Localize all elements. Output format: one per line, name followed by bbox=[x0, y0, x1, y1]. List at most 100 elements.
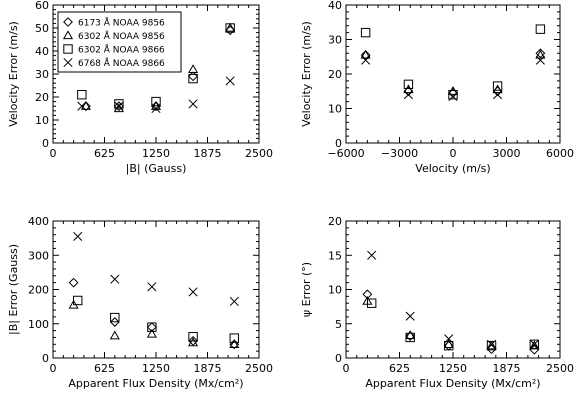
data-point-diamond bbox=[151, 101, 161, 112]
panel-velocity-error-vs-field: 0 625 1250 1875 2500 0 10 20 30 40 50 60 |B| (Gauss)… bbox=[7, 0, 273, 175]
y-tick-label: 0 bbox=[42, 352, 49, 365]
data-point-diamond bbox=[114, 101, 124, 112]
data-point-diamond bbox=[362, 289, 373, 300]
data-point-square bbox=[147, 322, 157, 332]
data-point-triangle bbox=[229, 339, 240, 348]
data-point-x bbox=[225, 76, 235, 86]
y-tick-label: 40 bbox=[328, 0, 342, 12]
y-tick-label: 15 bbox=[328, 249, 342, 262]
legend-entry: 6768 Å NOAA 9866 bbox=[78, 57, 165, 69]
legend-marker-square bbox=[63, 44, 73, 54]
y-tick-label: 0 bbox=[335, 352, 342, 365]
data-point-triangle bbox=[109, 330, 120, 340]
data-point-diamond bbox=[109, 317, 120, 327]
data-point-x bbox=[535, 55, 545, 65]
x-axis-label: Apparent Flux Density (Mx/cm²) bbox=[365, 377, 540, 390]
data-point-x bbox=[73, 231, 83, 241]
data-point-square bbox=[366, 298, 377, 308]
data-point-square bbox=[403, 79, 414, 90]
legend-marker-diamond bbox=[63, 17, 73, 27]
plot-frame bbox=[345, 4, 561, 144]
data-point-triangle bbox=[535, 49, 546, 59]
y-axis-label: Velocity Error (m/s) bbox=[7, 21, 20, 127]
data-point-triangle bbox=[225, 22, 236, 32]
y-tick-label: 30 bbox=[328, 34, 342, 47]
x-tick-label: 1875 bbox=[194, 362, 222, 375]
y-tick-label: 50 bbox=[35, 22, 49, 35]
data-point-x bbox=[110, 274, 120, 284]
data-point-diamond bbox=[225, 25, 236, 36]
data-point-square bbox=[114, 99, 124, 109]
legend-entry: 6302 Å NOAA 9866 bbox=[78, 44, 165, 56]
data-point-square bbox=[492, 81, 503, 91]
y-tick-label: 30 bbox=[35, 68, 49, 81]
data-point-square bbox=[486, 340, 497, 351]
data-point-square bbox=[529, 339, 540, 350]
x-tick-label: 2500 bbox=[245, 147, 273, 160]
x-tick-label: 1875 bbox=[493, 362, 521, 375]
y-tick-label: 20 bbox=[328, 215, 342, 228]
data-point-triangle bbox=[443, 339, 454, 348]
x-tick-label: 1875 bbox=[194, 147, 222, 160]
data-point-x bbox=[493, 90, 503, 100]
data-point-triangle bbox=[360, 49, 371, 59]
data-point-x bbox=[229, 296, 239, 307]
y-tick-label: 100 bbox=[28, 318, 49, 331]
data-point-x bbox=[188, 287, 198, 297]
y-tick-label: 10 bbox=[328, 284, 342, 297]
data-point-triangle bbox=[146, 328, 157, 338]
data-point-x bbox=[151, 103, 161, 114]
x-tick-label: 1250 bbox=[142, 147, 170, 160]
x-tick-label: −3000 bbox=[381, 147, 418, 160]
x-tick-label: 1250 bbox=[439, 362, 467, 375]
y-axis-label: |B| Error (Gauss) bbox=[7, 244, 20, 335]
data-point-x bbox=[361, 55, 371, 65]
x-tick-label: −6000 bbox=[327, 147, 364, 160]
x-tick-label: 625 bbox=[94, 147, 115, 160]
data-point-diamond bbox=[68, 277, 79, 288]
x-tick-label: 2500 bbox=[245, 362, 273, 375]
data-point-square bbox=[188, 73, 198, 84]
data-point-x bbox=[77, 101, 87, 111]
legend-marker-triangle bbox=[62, 30, 74, 40]
data-point-x bbox=[486, 339, 497, 349]
x-axis-label: |B| (Gauss) bbox=[126, 162, 187, 175]
data-point-square bbox=[405, 332, 415, 343]
y-tick-label: 20 bbox=[328, 68, 342, 81]
data-point-x bbox=[529, 339, 539, 349]
data-point-square bbox=[360, 27, 371, 38]
y-tick-label: 60 bbox=[35, 0, 49, 12]
data-point-diamond bbox=[188, 335, 198, 346]
data-point-x bbox=[188, 99, 198, 109]
x-axis-label: Velocity (m/s) bbox=[415, 162, 490, 175]
legend-entry: 6302 Å NOAA 9856 bbox=[78, 30, 165, 42]
data-point-x bbox=[403, 90, 413, 100]
data-point-triangle bbox=[405, 330, 416, 340]
x-tick-label: 1250 bbox=[142, 362, 170, 375]
panel-velocity-error-vs-velocity: −6000 −3000 0 3000 6000 0 10 20 30 40 Velocity (m/… bbox=[300, 0, 574, 175]
y-tick-label: 40 bbox=[35, 45, 49, 58]
y-tick-label: 300 bbox=[28, 249, 49, 262]
y-tick-label: 10 bbox=[35, 114, 49, 127]
data-point-square bbox=[110, 312, 120, 323]
x-tick-label: 3000 bbox=[493, 147, 521, 160]
data-point-square bbox=[151, 96, 161, 107]
data-point-x bbox=[405, 311, 415, 321]
legend-box bbox=[57, 11, 182, 73]
data-point-square bbox=[73, 295, 83, 306]
data-point-diamond bbox=[188, 71, 198, 82]
x-tick-label: 0 bbox=[50, 362, 57, 375]
plot-frame bbox=[345, 220, 561, 359]
data-point-diamond bbox=[360, 50, 371, 60]
data-point-x bbox=[367, 250, 377, 260]
y-tick-label: 5 bbox=[335, 318, 342, 331]
data-point-x bbox=[448, 91, 458, 101]
y-axis-label: Velocity Error (m/s) bbox=[300, 21, 313, 127]
x-tick-label: 6000 bbox=[546, 147, 574, 160]
y-tick-label: 200 bbox=[28, 284, 49, 297]
data-point-triangle bbox=[80, 100, 92, 110]
data-point-diamond bbox=[405, 331, 416, 341]
x-tick-label: 0 bbox=[343, 362, 350, 375]
